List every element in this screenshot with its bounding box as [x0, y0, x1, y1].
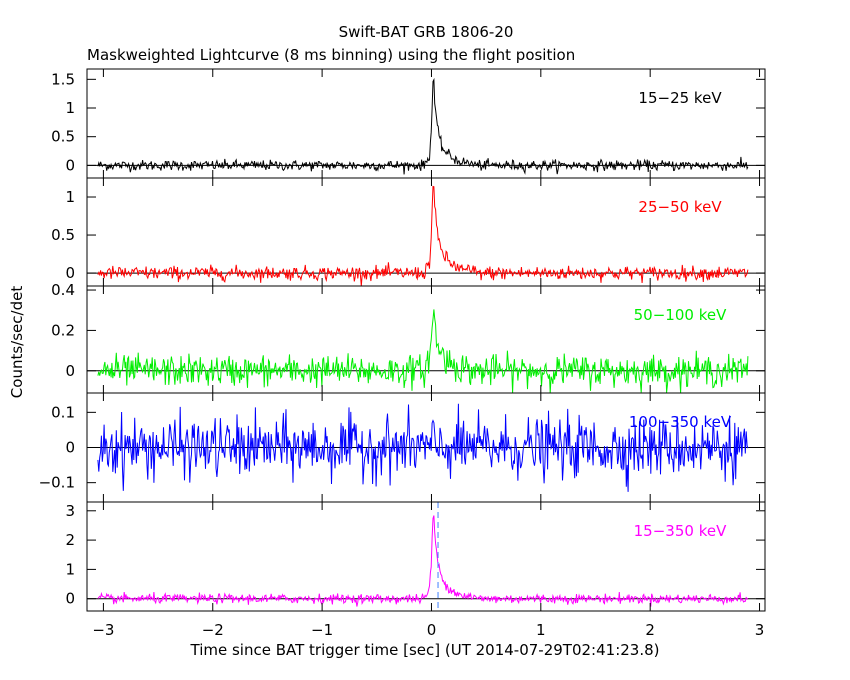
- series-line: [97, 77, 749, 175]
- y-tick-label: 1: [65, 99, 75, 117]
- panel-0: 0 0.5 1 1.5 15−25 keV: [51, 68, 766, 179]
- y-tick-label: 0: [65, 362, 75, 380]
- chart-subtitle: Maskweighted Lightcurve (8 ms binning) u…: [87, 46, 575, 64]
- panel-3: −0.1 0 0.1 100−350 keV: [39, 392, 766, 503]
- x-tick-label: −3: [92, 621, 114, 639]
- band-label: 50−100 keV: [634, 306, 727, 324]
- x-tick-label: 3: [755, 621, 765, 639]
- series-line: [97, 515, 749, 607]
- y-tick-label: 0: [65, 156, 75, 174]
- panels-group: 0 0.5 1 1.5 15−25 keV 0 0.5 1 25−50 keV 0 0.2 0.4 50…: [39, 68, 766, 639]
- panel-4: 0 1 2 3 15−350 keV: [65, 501, 766, 612]
- y-tick-label: 0: [65, 439, 75, 457]
- series-line: [97, 185, 749, 287]
- y-tick-label: 1.5: [51, 70, 75, 88]
- x-tick-label: −2: [202, 621, 224, 639]
- y-tick-label: −0.1: [39, 474, 75, 492]
- band-label: 25−50 keV: [638, 198, 722, 216]
- y-tick-label: 0.4: [51, 281, 75, 299]
- panel-2: 0 0.2 0.4 50−100 keV: [51, 281, 766, 394]
- y-tick-label: 0.1: [51, 403, 75, 421]
- y-tick-label: 0: [65, 590, 75, 608]
- x-tick-label: 0: [427, 621, 437, 639]
- chart-title: Swift-BAT GRB 1806-20: [339, 23, 514, 41]
- y-tick-label: 0.5: [51, 128, 75, 146]
- band-label: 100−350 keV: [629, 413, 732, 431]
- y-tick-label: 0: [65, 264, 75, 282]
- x-axis-label: Time since BAT trigger time [sec] (UT 20…: [190, 641, 660, 659]
- y-tick-label: 0.5: [51, 226, 75, 244]
- panel-frame: [86, 285, 766, 394]
- y-tick-label: 2: [65, 531, 75, 549]
- band-label: 15−25 keV: [638, 89, 722, 107]
- x-tick-label: 2: [645, 621, 655, 639]
- series-line: [97, 309, 749, 394]
- y-tick-label: 1: [65, 560, 75, 578]
- panel-frame: [86, 501, 766, 612]
- x-tick-label: 1: [536, 621, 546, 639]
- y-axis-label: Counts/sec/det: [8, 286, 26, 399]
- y-tick-label: 0.2: [51, 321, 75, 339]
- y-tick-label: 3: [65, 502, 75, 520]
- y-tick-label: 1: [65, 188, 75, 206]
- series-line: [97, 403, 749, 492]
- x-tick-label: −1: [311, 621, 333, 639]
- band-label: 15−350 keV: [634, 522, 727, 540]
- panel-1: 0 0.5 1 25−50 keV: [51, 177, 766, 287]
